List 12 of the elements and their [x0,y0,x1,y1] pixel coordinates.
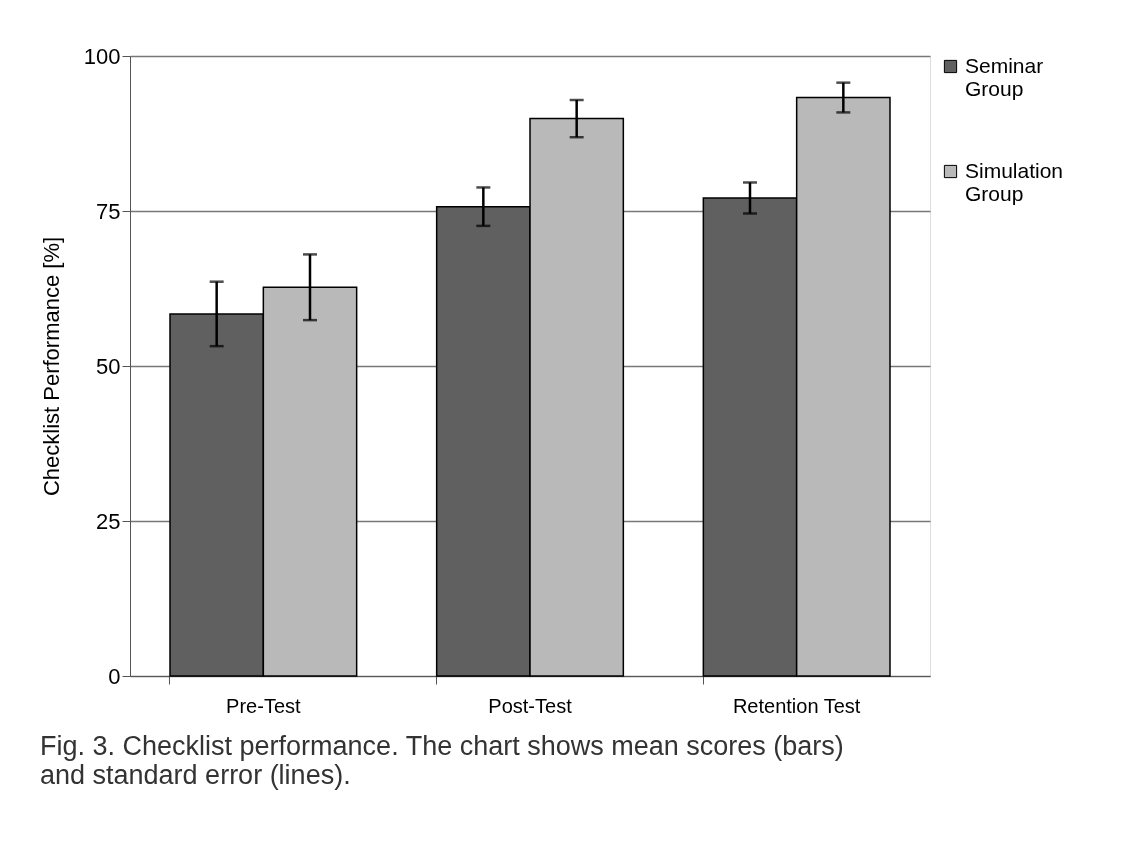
y-tick-label: 25 [96,508,121,534]
y-tick-label: 75 [96,198,121,224]
y-tick-label: 0 [108,663,121,689]
x-tick-label: Post-Test [488,694,573,717]
caption: Fig. 3. Checklist performance. The chart shows mean scores (bars) and standard error (lines). [40,731,844,790]
y-tick-label: 50 [96,353,121,379]
x-tick-label: Pre-Test [226,694,302,717]
y-axis-title: Checklist Performance [%] [38,236,64,497]
legend-label: Seminar Group [965,53,1044,100]
x-tick-label: Retention Test [732,694,861,717]
y-tick-label: 100 [83,43,121,69]
legend-label: Simulation Group [965,158,1064,205]
